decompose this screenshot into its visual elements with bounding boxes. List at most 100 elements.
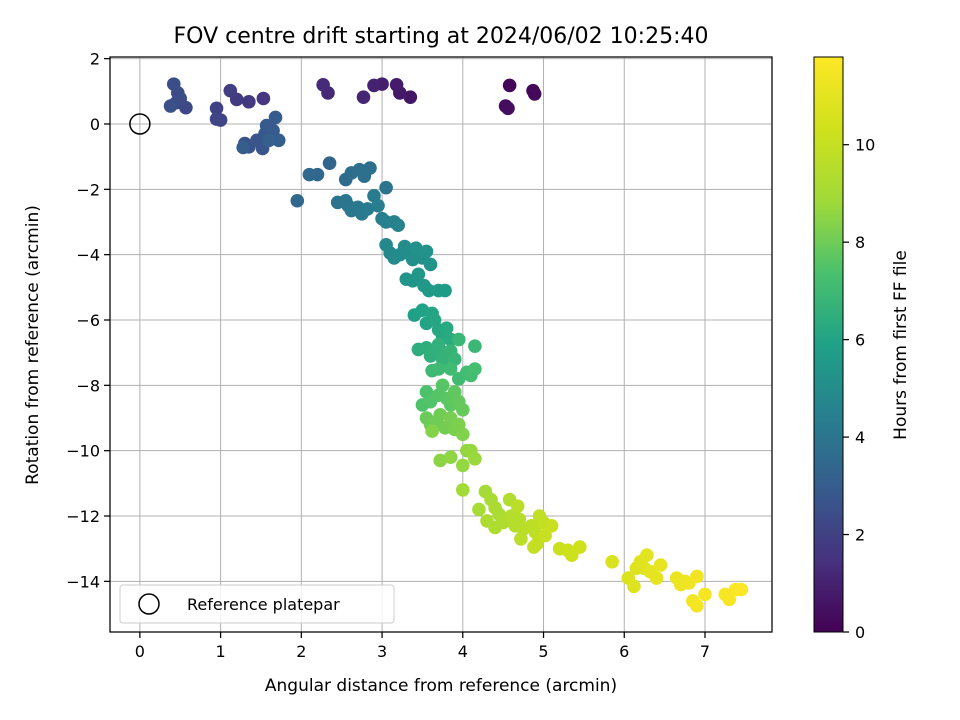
legend: Reference platepar [119, 584, 395, 624]
data-point [443, 362, 458, 376]
data-point [538, 528, 552, 543]
x-tick-label: 2 [296, 642, 306, 661]
x-tick-label: 4 [458, 642, 468, 661]
data-point [360, 202, 375, 216]
data-point [391, 218, 406, 233]
y-tick-label: −14 [66, 572, 100, 591]
data-point [262, 133, 276, 148]
data-point [455, 458, 470, 473]
reference-point [129, 113, 151, 135]
x-axis: 0 1 2 3 4 5 6 7 [135, 632, 710, 661]
data-point [271, 133, 286, 148]
data-point [734, 582, 749, 597]
data-point [422, 283, 436, 298]
data-point [439, 321, 454, 335]
data-point [640, 548, 654, 563]
plot-area [109, 56, 773, 633]
data-point [209, 101, 224, 116]
data-point [501, 101, 515, 116]
colorbar: 0 2 4 6 8 10 Hours from first FF file [813, 56, 911, 642]
y-tick-label: 2 [90, 50, 100, 69]
data-point [690, 599, 704, 613]
y-tick-label: 0 [90, 115, 100, 134]
colorbar-tick-label: 2 [855, 526, 865, 545]
y-axis-label: Rotation from reference (arcmin) [23, 205, 43, 485]
data-point [371, 198, 385, 213]
colorbar-tick-label: 0 [855, 623, 865, 642]
data-point [472, 502, 486, 517]
data-point [268, 110, 283, 125]
data-point [455, 427, 470, 442]
data-point [433, 407, 447, 422]
data-point [468, 362, 482, 376]
y-tick-label: −4 [76, 246, 100, 265]
data-point [435, 378, 450, 393]
colorbar-tick-label: 6 [855, 331, 865, 350]
data-point [290, 193, 305, 208]
x-tick-label: 3 [377, 642, 387, 661]
data-point [242, 94, 256, 109]
data-point [627, 579, 641, 594]
data-point [431, 362, 446, 376]
scatter-points [163, 77, 749, 613]
y-tick-label: −10 [66, 442, 100, 461]
data-point [443, 450, 458, 465]
data-point [223, 83, 238, 98]
x-tick-label: 0 [135, 642, 145, 661]
data-point [455, 403, 470, 417]
colorbar-gradient [813, 56, 844, 633]
data-point [367, 78, 381, 93]
data-point [433, 453, 447, 468]
data-point [302, 167, 317, 182]
x-tick-label: 7 [700, 642, 710, 661]
data-point [690, 569, 704, 584]
colorbar-tick-label: 4 [855, 428, 865, 447]
data-point [514, 532, 528, 546]
data-point [425, 424, 439, 438]
data-point [166, 77, 181, 91]
y-axis: 2 0 −2 −4 −6 −8 −10 −12 −14 [66, 50, 110, 591]
x-axis-label: Angular distance from reference (arcmin) [265, 676, 617, 696]
data-point [698, 587, 712, 602]
data-point [605, 554, 619, 569]
legend-marker [138, 593, 160, 615]
data-point [544, 519, 559, 533]
data-point [403, 90, 418, 104]
data-point [573, 540, 587, 554]
data-point [419, 244, 434, 259]
data-point [502, 78, 517, 93]
y-tick-label: −8 [76, 376, 100, 395]
data-point [411, 267, 426, 282]
data-point [438, 283, 452, 298]
data-point [468, 339, 482, 353]
data-point [722, 592, 737, 607]
colorbar-tick-label: 8 [855, 233, 865, 252]
legend-box [119, 584, 395, 624]
data-point [649, 571, 664, 585]
colorbar-ticks: 0 2 4 6 8 10 [843, 136, 875, 642]
x-tick-label: 5 [538, 642, 548, 661]
y-tick-label: −12 [66, 507, 100, 526]
data-point [363, 161, 377, 175]
data-point [316, 77, 330, 92]
y-tick-label: −2 [76, 180, 100, 199]
data-point [527, 540, 541, 554]
data-point [653, 558, 668, 572]
data-point [510, 499, 525, 514]
data-point [256, 91, 271, 106]
data-point [409, 241, 423, 255]
legend-label: Reference platepar [187, 595, 340, 614]
data-point [356, 90, 371, 104]
x-tick-label: 6 [619, 642, 629, 661]
data-point [423, 257, 438, 272]
data-point [322, 156, 337, 170]
data-point [213, 113, 228, 127]
chart-title: FOV centre drift starting at 2024/06/02 … [174, 24, 709, 49]
data-point [236, 140, 251, 155]
colorbar-label: Hours from first FF file [891, 250, 911, 440]
data-point [451, 332, 466, 347]
data-point [527, 87, 542, 101]
x-tick-label: 1 [216, 642, 226, 661]
colorbar-tick-label: 10 [855, 136, 875, 155]
y-tick-label: −6 [76, 311, 100, 330]
